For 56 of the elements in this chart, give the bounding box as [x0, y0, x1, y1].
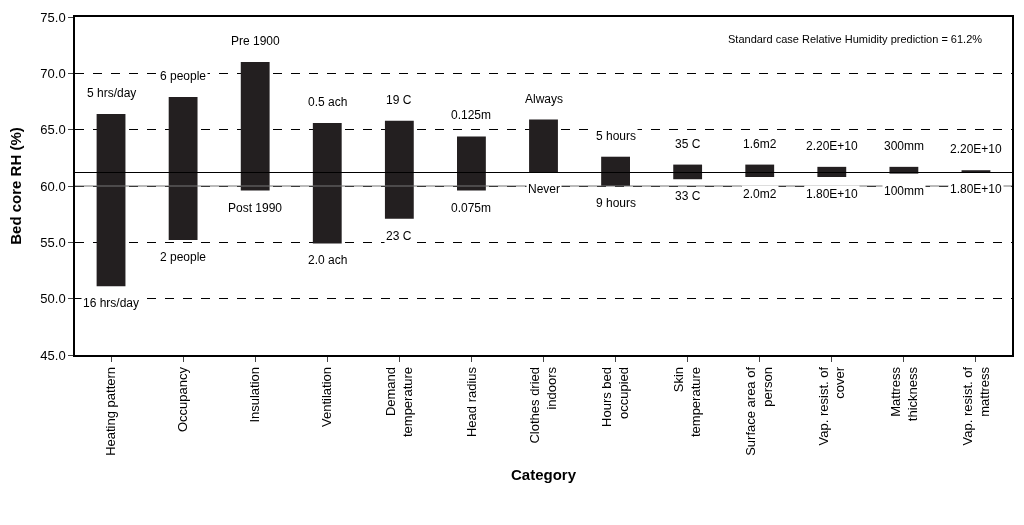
- x-tick-label: Head radius: [463, 366, 479, 438]
- annotation: 5 hours: [596, 129, 637, 143]
- annotation: 5 hrs/day: [87, 86, 137, 100]
- annotation: 35 C: [675, 137, 701, 151]
- x-tick-label: Ventilation: [319, 366, 335, 427]
- bar: [457, 136, 486, 191]
- bar: [168, 96, 198, 241]
- annotation: 0.5 ach: [308, 95, 348, 109]
- bar: [96, 113, 126, 287]
- y-tick-label: 55.0: [40, 234, 66, 250]
- annotation: 2.20E+10: [806, 139, 859, 153]
- annotation: 0.125m: [451, 108, 492, 122]
- x-tick-label: Mattress thickness: [887, 366, 920, 422]
- y-tick-label: 45.0: [40, 347, 66, 363]
- bar: [312, 122, 342, 244]
- x-tick-label: Clothes dried indoors: [527, 366, 560, 444]
- x-tick-label: Surface area of person: [743, 366, 776, 456]
- x-tick-label: Heating pattern: [103, 366, 119, 456]
- bar: [240, 62, 270, 191]
- annotation: 23 C: [386, 229, 412, 243]
- annotation: Pre 1900: [231, 34, 281, 48]
- bar: [384, 120, 414, 219]
- annotation: 2.0 ach: [308, 253, 348, 267]
- y-tick-label: 70.0: [40, 65, 66, 81]
- annotation: 2.20E+10: [950, 142, 1003, 156]
- y-tick-label: 65.0: [40, 122, 66, 138]
- bar: [601, 156, 630, 186]
- x-tick-label: Vap. resist. of cover: [815, 366, 848, 446]
- y-axis-title: Bed core RH (%): [7, 127, 25, 245]
- annotation: 19 C: [386, 93, 412, 107]
- annotation: 2 people: [160, 250, 207, 264]
- annotation: Standard case Relative Humidity prediction = 61.2%: [728, 33, 983, 45]
- x-tick-label: Insulation: [247, 366, 263, 423]
- x-axis-title: Category: [510, 466, 577, 484]
- annotation: 6 people: [160, 69, 207, 83]
- annotation: 100mm: [884, 184, 925, 198]
- annotation: 1.80E+10: [950, 182, 1003, 196]
- x-tick-label: Occupancy: [175, 366, 191, 432]
- bar: [529, 119, 558, 173]
- annotation: Never: [528, 182, 561, 196]
- y-tick-label: 75.0: [40, 9, 66, 25]
- annotation: 0.075m: [451, 201, 492, 215]
- annotation: Post 1990: [228, 201, 283, 215]
- y-tick-label: 60.0: [40, 178, 66, 194]
- annotation: 2.0m2: [743, 187, 777, 201]
- annotation: 16 hrs/day: [83, 296, 140, 310]
- annotation: 1.6m2: [743, 137, 777, 151]
- x-tick-label: Demand temperature: [383, 366, 416, 438]
- x-tick-label: Vap. resist. of mattress: [959, 366, 992, 446]
- annotation: 300mm: [884, 139, 925, 153]
- annotation: 33 C: [675, 189, 701, 203]
- annotation: 1.80E+10: [806, 187, 859, 201]
- annotation: 9 hours: [596, 196, 637, 210]
- x-tick-label: Hours bed occupied: [599, 366, 632, 427]
- y-tick-label: 50.0: [40, 291, 66, 307]
- annotation: Always: [525, 92, 564, 106]
